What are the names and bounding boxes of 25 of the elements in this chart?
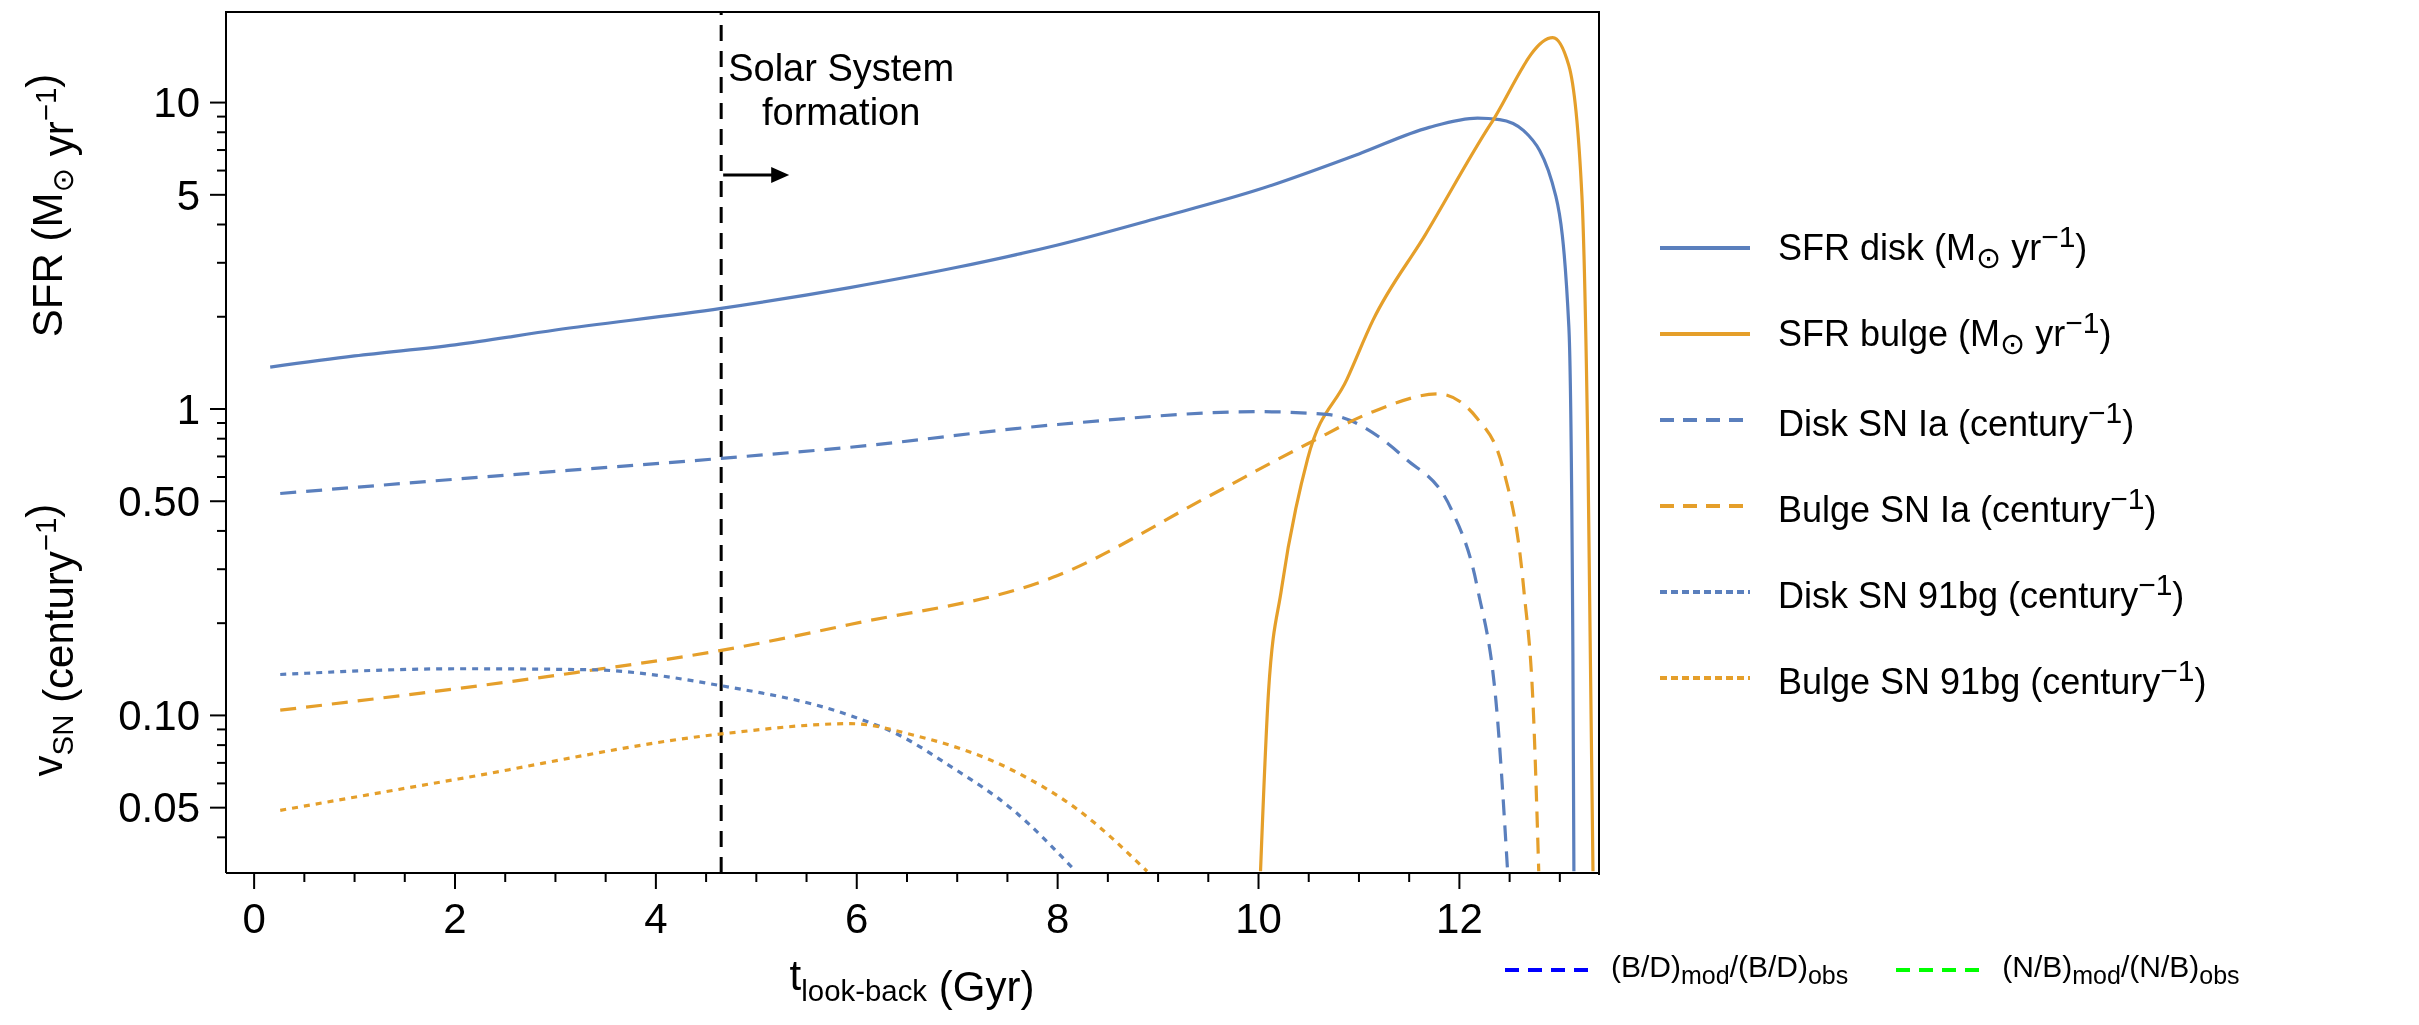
legend-label: Bulge SN Ia (century$^{−1}$): [1778, 481, 2157, 531]
legend-label: Disk SN 91bg (century$^{−1}$): [1778, 567, 2185, 617]
legend-label: (N/B)$_{mod}$/(N/B)$_{obs}$: [2002, 950, 2240, 990]
y-tick-label: 0.50: [118, 477, 200, 525]
y-tick-label: 5: [176, 171, 200, 219]
legend-label: SFR bulge (M$_{⊙}$ yr$^{−1}$): [1778, 306, 2112, 362]
legend-label: Bulge SN 91bg (century$^{−1}$): [1778, 653, 2207, 703]
ref-line-label: Solar System formation: [728, 47, 955, 133]
x-tick-label: 6: [845, 895, 869, 942]
legend-label: (B/D)$_{mod}$/(B/D)$_{obs}$: [1611, 950, 1849, 990]
legend-label: Disk SN Ia (century$^{−1}$): [1778, 395, 2135, 445]
x-tick-label: 8: [1045, 895, 1070, 942]
y-tick-label: 0.10: [118, 692, 200, 740]
y-tick-label: 0.05: [118, 784, 200, 832]
legend-label: SFR disk (M$_{⊙}$ yr$^{−1}$): [1778, 220, 2088, 276]
y-tick-label: 1: [176, 385, 200, 433]
x-tick-label: 0: [242, 895, 266, 942]
x-tick-label: 2: [443, 895, 467, 942]
x-tick-label: 10: [1235, 895, 1282, 942]
text: vSN (century−1): [17, 503, 82, 777]
line-series: [278, 722, 1149, 873]
y-axis-title: SFR (M⊙ yr−1): [17, 73, 82, 338]
x-tick-label: 12: [1436, 895, 1483, 942]
x-tick-label: 4: [644, 895, 668, 942]
y-tick-label: 10: [153, 79, 200, 127]
